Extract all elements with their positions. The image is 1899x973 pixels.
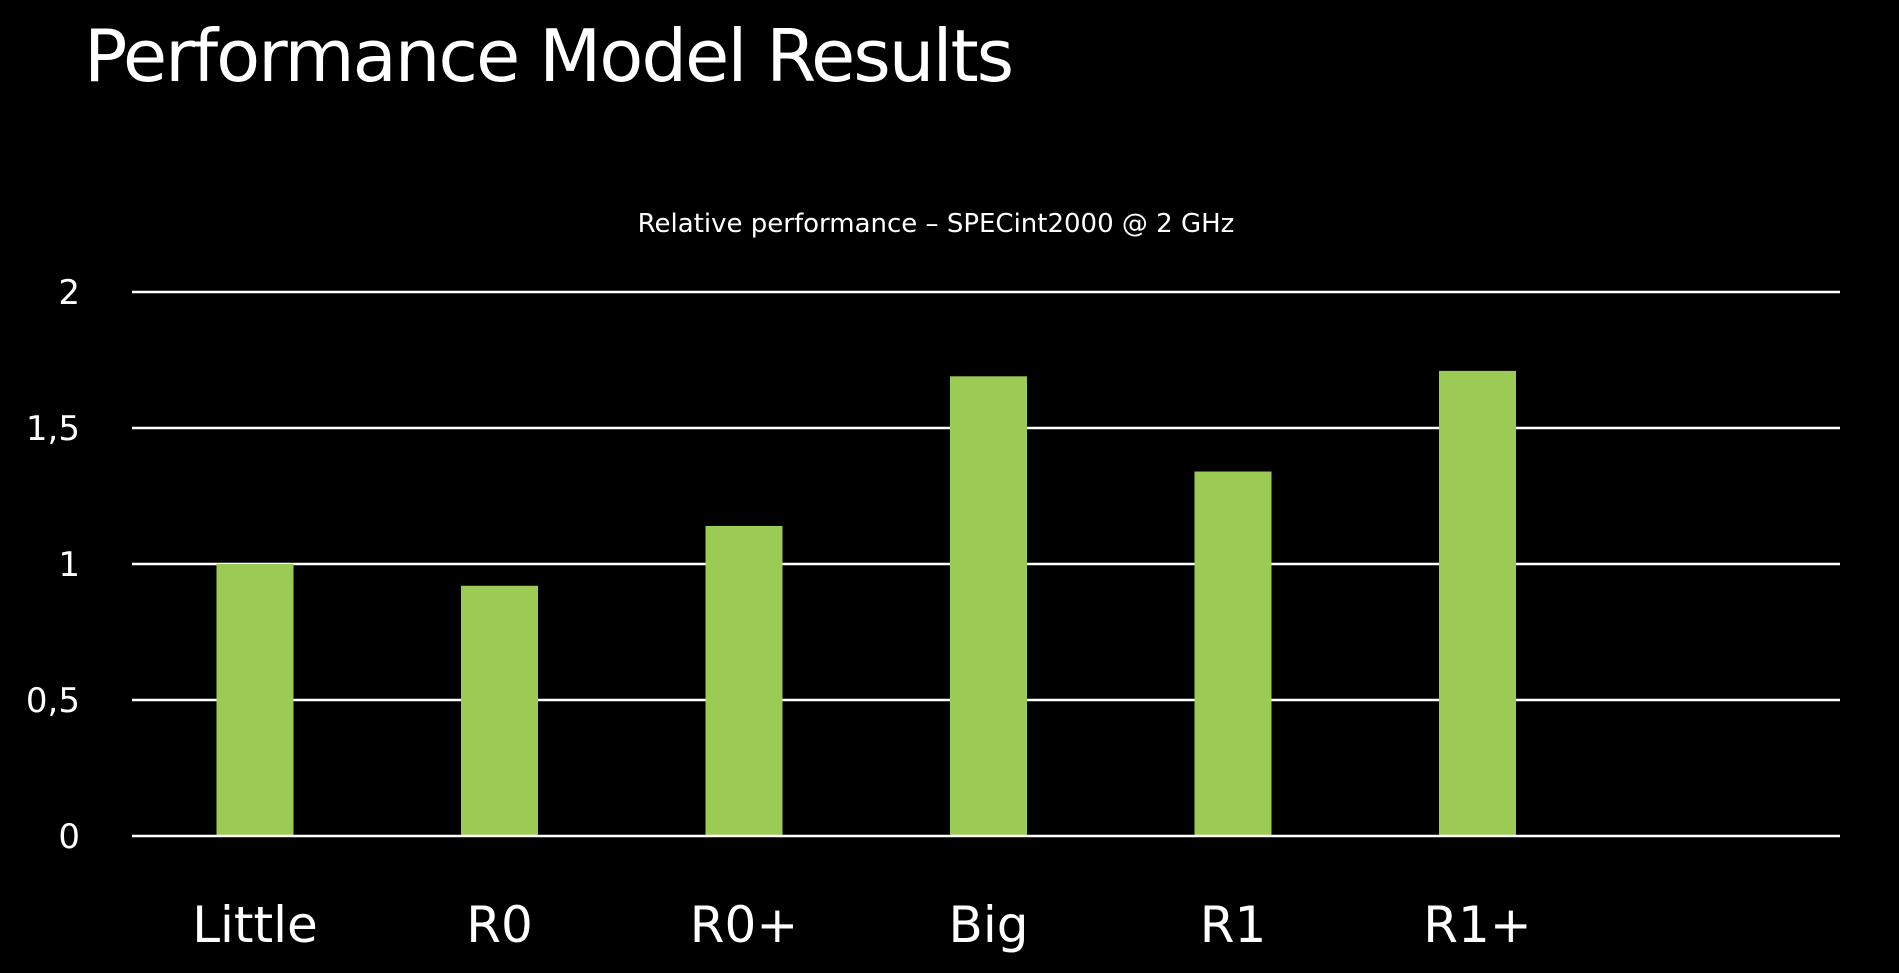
x-tick-label: Big xyxy=(949,896,1029,954)
y-tick-label: 0,5 xyxy=(26,681,80,721)
bar-r0 xyxy=(461,585,538,836)
x-axis-ticks: Little R0 R0+ Big R1 R1+ xyxy=(192,896,1532,954)
bars xyxy=(216,370,1516,836)
chart-title: Relative performance – SPECint2000 @ 2 G… xyxy=(638,209,1235,239)
x-tick-label: R1 xyxy=(1200,896,1267,954)
x-tick-label: R0+ xyxy=(690,896,798,954)
y-tick-label: 1,5 xyxy=(26,409,80,449)
slide-title: Performance Model Results xyxy=(84,14,1014,98)
y-axis-ticks: 0 0,5 1 1,5 2 xyxy=(26,273,80,857)
x-tick-label: R1+ xyxy=(1423,896,1531,954)
bar-r0-plus xyxy=(705,525,783,836)
x-tick-label: Little xyxy=(192,896,318,954)
bar-big xyxy=(950,376,1027,836)
y-tick-label: 0 xyxy=(58,817,80,857)
x-tick-label: R0 xyxy=(466,896,533,954)
bar-r1 xyxy=(1194,471,1272,836)
bar-r1-plus xyxy=(1439,370,1516,836)
y-tick-label: 2 xyxy=(58,273,80,313)
y-tick-label: 1 xyxy=(58,545,80,585)
bar-little xyxy=(216,564,294,836)
